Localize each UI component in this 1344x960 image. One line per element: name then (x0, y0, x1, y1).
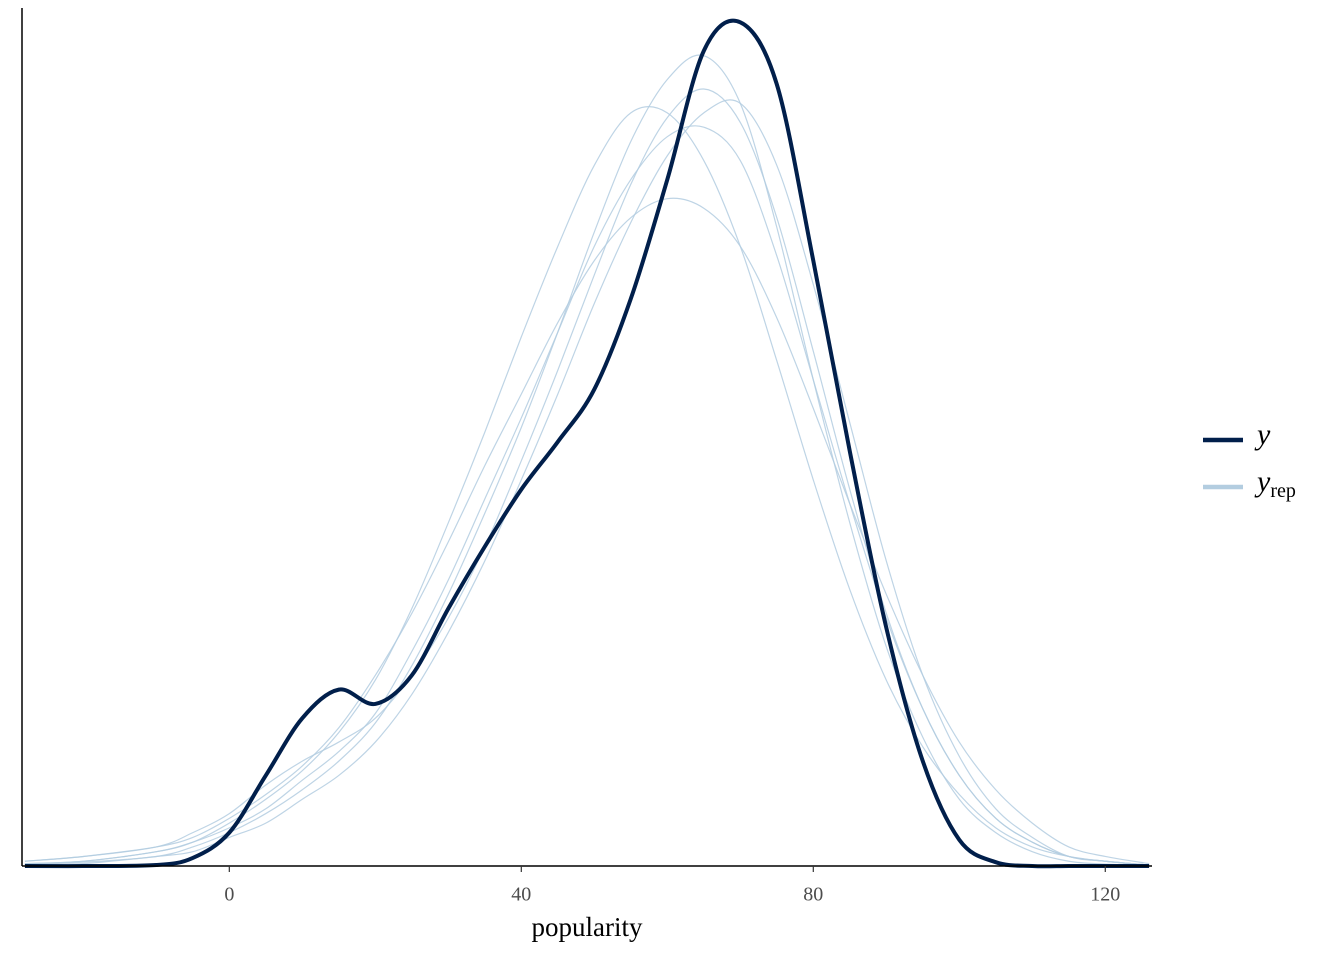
yrep-line (24, 197, 1150, 865)
yrep-line (24, 54, 1150, 867)
x-tick-label: 80 (803, 884, 823, 906)
x-tick-label: 0 (224, 884, 234, 906)
yrep-line (24, 88, 1150, 866)
legend-label-subscript: rep (1270, 480, 1296, 502)
legend-label-main: y (1254, 418, 1271, 451)
yrep-line (24, 125, 1150, 866)
x-axis-label: popularity (532, 912, 643, 942)
legend-label: y (1254, 418, 1271, 451)
x-tick-label: 40 (511, 884, 531, 906)
y-line (24, 18, 1150, 869)
legend-label: yrep (1254, 465, 1296, 502)
x-tick-label: 120 (1090, 884, 1120, 906)
legend-label-main: y (1254, 465, 1271, 498)
yrep-line (24, 106, 1150, 866)
yrep-line (24, 99, 1150, 866)
